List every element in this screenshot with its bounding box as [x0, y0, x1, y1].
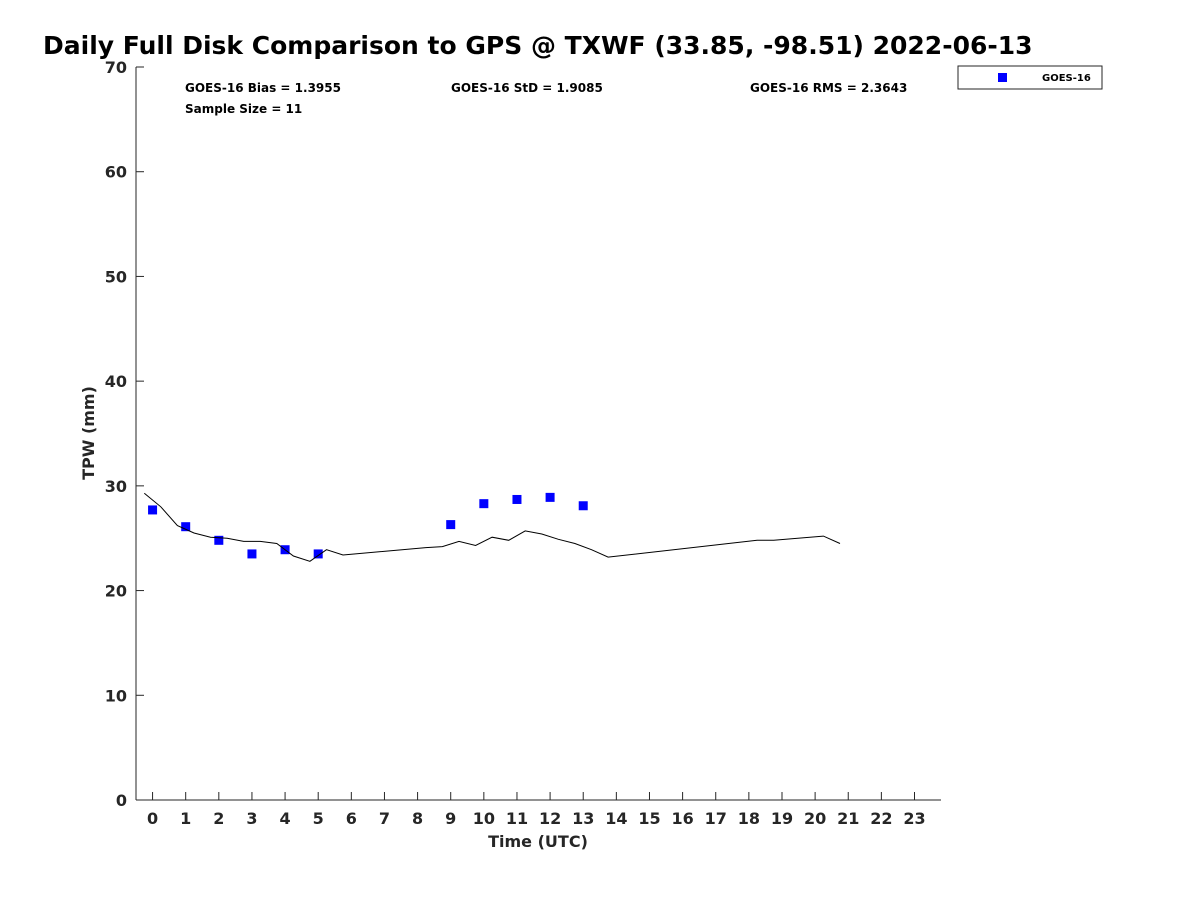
- x-tick-label: 23: [903, 809, 925, 828]
- goes16-point: [446, 520, 456, 530]
- x-tick-label: 5: [313, 809, 324, 828]
- x-tick-label: 19: [771, 809, 793, 828]
- series-layer: [143, 492, 841, 562]
- goes16-point: [214, 535, 224, 545]
- x-axis-label: Time (UTC): [488, 832, 588, 851]
- chart-title: Daily Full Disk Comparison to GPS @ TXWF…: [43, 31, 1033, 60]
- x-tick-label: 2: [213, 809, 224, 828]
- x-tick-label: 10: [473, 809, 495, 828]
- x-tick-label: 7: [379, 809, 390, 828]
- x-tick-label: 15: [638, 809, 660, 828]
- x-tick-label: 11: [506, 809, 528, 828]
- x-tick-label: 6: [346, 809, 357, 828]
- goes16-point: [578, 501, 588, 511]
- x-tick-label: 14: [605, 809, 627, 828]
- y-tick-label: 10: [105, 686, 127, 705]
- stat-std: GOES-16 StD = 1.9085: [451, 81, 603, 95]
- x-tick-label: 12: [539, 809, 561, 828]
- legend-box: [957, 65, 1103, 90]
- legend: GOES-16: [957, 65, 1103, 90]
- goes16-point: [545, 492, 555, 502]
- x-tick-label: 18: [738, 809, 760, 828]
- x-tick-label: 16: [671, 809, 693, 828]
- x-tick-label: 8: [412, 809, 423, 828]
- gps-line: [143, 492, 841, 562]
- x-axis: 0 1 2 3 4 5 6 7 8 9 10 11 12 13 14 15 16 17 18 19 20 21 22 23: [147, 792, 926, 828]
- y-tick-label: 40: [105, 372, 127, 391]
- y-tick-label: 70: [105, 58, 127, 77]
- x-tick-label: 9: [445, 809, 456, 828]
- y-tick-label: 30: [105, 477, 127, 496]
- y-tick-label: 60: [105, 163, 127, 182]
- x-tick-label: 22: [870, 809, 892, 828]
- goes16-point: [181, 522, 191, 532]
- y-tick-label: 50: [105, 267, 127, 286]
- y-axis: 0 10 20 30 40 50 60 70: [105, 58, 144, 810]
- stat-rms: GOES-16 RMS = 2.3643: [750, 81, 907, 95]
- stat-bias: GOES-16 Bias = 1.3955: [185, 81, 341, 95]
- legend-marker-goes16: [998, 73, 1007, 82]
- x-tick-label: 3: [246, 809, 257, 828]
- x-tick-label: 0: [147, 809, 158, 828]
- x-tick-label: 13: [572, 809, 594, 828]
- x-tick-label: 21: [837, 809, 859, 828]
- goes16-point: [313, 549, 323, 559]
- x-tick-label: 1: [180, 809, 191, 828]
- stat-sample-size: Sample Size = 11: [185, 102, 302, 116]
- goes16-point: [479, 499, 489, 509]
- goes16-point: [148, 505, 158, 515]
- x-tick-label: 17: [705, 809, 727, 828]
- legend-label-goes16: GOES-16: [1042, 73, 1091, 84]
- x-tick-label: 20: [804, 809, 826, 828]
- plot-frame: [135, 67, 941, 801]
- y-tick-label: 0: [116, 791, 127, 810]
- y-tick-label: 20: [105, 582, 127, 601]
- goes16-point: [512, 494, 522, 504]
- goes16-point: [247, 549, 257, 559]
- y-axis-label: TPW (mm): [79, 386, 98, 480]
- x-tick-label: 4: [280, 809, 291, 828]
